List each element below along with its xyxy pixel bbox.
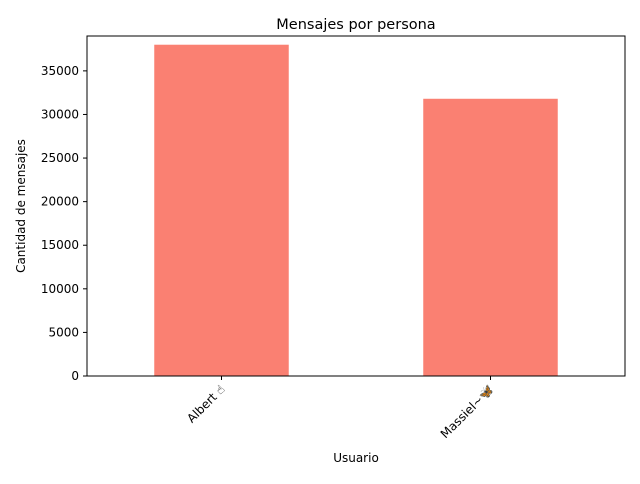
plot-frame	[86, 35, 626, 377]
y-tick-label: 15000	[41, 238, 79, 252]
x-axis-label: Usuario	[333, 451, 379, 465]
bar-2	[423, 98, 558, 377]
y-tick-label: 30000	[41, 107, 79, 121]
bar-1	[154, 44, 289, 376]
y-tick-label: 20000	[41, 195, 79, 209]
y-tick-label: 25000	[41, 151, 79, 165]
y-tick-label: 0	[71, 369, 79, 383]
y-axis: 0 5000 10000 15000 20000 25000 30000 35000	[41, 64, 87, 383]
y-tick-label: 35000	[41, 64, 79, 78]
chart-title: Mensajes por persona	[276, 17, 435, 33]
y-tick-label: 10000	[41, 282, 79, 296]
bars-layer	[154, 44, 558, 377]
y-axis-label: Cantidad de mensajes	[14, 139, 28, 273]
y-tick-label: 5000	[48, 325, 79, 339]
